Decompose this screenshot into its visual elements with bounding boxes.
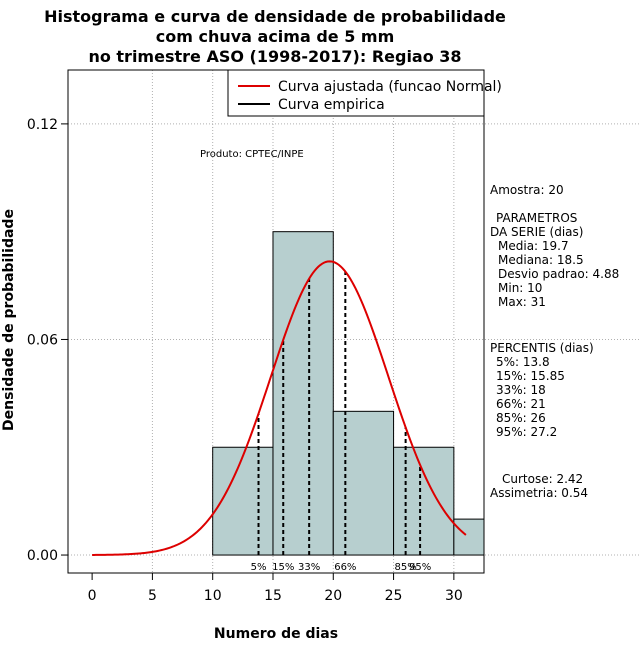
params-heading: PARAMETROS xyxy=(496,211,577,225)
x-tick-label: 5 xyxy=(148,588,157,604)
percentile-5: 5%: 13.8 xyxy=(496,355,550,369)
params-subheading: DA SERIE (dias) xyxy=(490,225,583,239)
x-tick-label: 10 xyxy=(204,588,222,604)
percentile-label: 66% xyxy=(334,562,356,573)
percentile-33: 33%: 18 xyxy=(496,383,546,397)
sample-size: Amostra: 20 xyxy=(490,183,564,197)
histogram-bars xyxy=(212,231,485,556)
y-tick-label: 0.06 xyxy=(27,332,58,348)
statistics-panel: Amostra: 20 PARAMETROS DA SERIE (dias) M… xyxy=(490,183,619,500)
stat-median: Mediana: 18.5 xyxy=(498,253,584,267)
y-axis-label: Densidade de probabilidade xyxy=(1,209,17,431)
stat-min: Min: 10 xyxy=(498,281,542,295)
normal-curve xyxy=(92,260,467,556)
title-line-3: no trimestre ASO (1998-2017): Regiao 38 xyxy=(88,47,461,66)
legend-label-empirical: Curva empirica xyxy=(278,97,385,113)
legend-box xyxy=(227,69,485,117)
histogram-bar xyxy=(272,231,334,556)
histogram-bar xyxy=(453,518,485,556)
x-tick-label: 0 xyxy=(88,588,97,604)
percentile-15: 15%: 15.85 xyxy=(496,369,565,383)
title-line-2: com chuva acima de 5 mm xyxy=(156,27,395,46)
percentile-label: 15% xyxy=(272,562,294,573)
x-tick-label: 25 xyxy=(385,588,403,604)
percentile-label: 33% xyxy=(298,562,320,573)
percentile-85: 85%: 26 xyxy=(496,411,546,425)
x-axis-label: Numero de dias xyxy=(214,626,338,642)
histogram-bar xyxy=(393,446,455,556)
percentile-66: 66%: 21 xyxy=(496,397,546,411)
histogram-bar xyxy=(212,446,274,556)
percentile-label: 95% xyxy=(409,562,431,573)
y-tick-label: 0.00 xyxy=(27,548,58,564)
stat-sd: Desvio padrao: 4.88 xyxy=(498,267,619,281)
legend: Curva ajustada (funcao Normal) Curva emp… xyxy=(227,69,502,117)
stat-kurtosis: Curtose: 2.42 xyxy=(502,472,583,486)
stat-mean: Media: 19.7 xyxy=(498,239,569,253)
x-tick-label: 15 xyxy=(264,588,282,604)
percentile-label: 85% xyxy=(395,562,417,573)
stat-skewness: Assimetria: 0.54 xyxy=(490,486,588,500)
chart-title: Histograma e curva de densidade de proba… xyxy=(44,7,506,66)
x-tick-label: 30 xyxy=(445,588,463,604)
axes: 0 5 10 15 20 25 30 0.00 0.06 0.12 xyxy=(27,117,463,604)
percentiles-heading: PERCENTIS (dias) xyxy=(490,341,594,355)
product-annotation: Produto: CPTEC/INPE xyxy=(200,149,304,160)
percentile-label: 5% xyxy=(251,562,267,573)
stat-max: Max: 31 xyxy=(498,295,546,309)
y-tick-label: 0.12 xyxy=(27,117,58,133)
title-line-1: Histograma e curva de densidade de proba… xyxy=(44,7,506,26)
percentile-lines: 5% 15% 33% 66% 85%95% xyxy=(251,271,431,573)
histogram-bar xyxy=(332,410,395,556)
percentile-95: 95%: 27.2 xyxy=(496,425,557,439)
legend-label-fitted: Curva ajustada (funcao Normal) xyxy=(278,79,502,95)
x-tick-label: 20 xyxy=(324,588,342,604)
